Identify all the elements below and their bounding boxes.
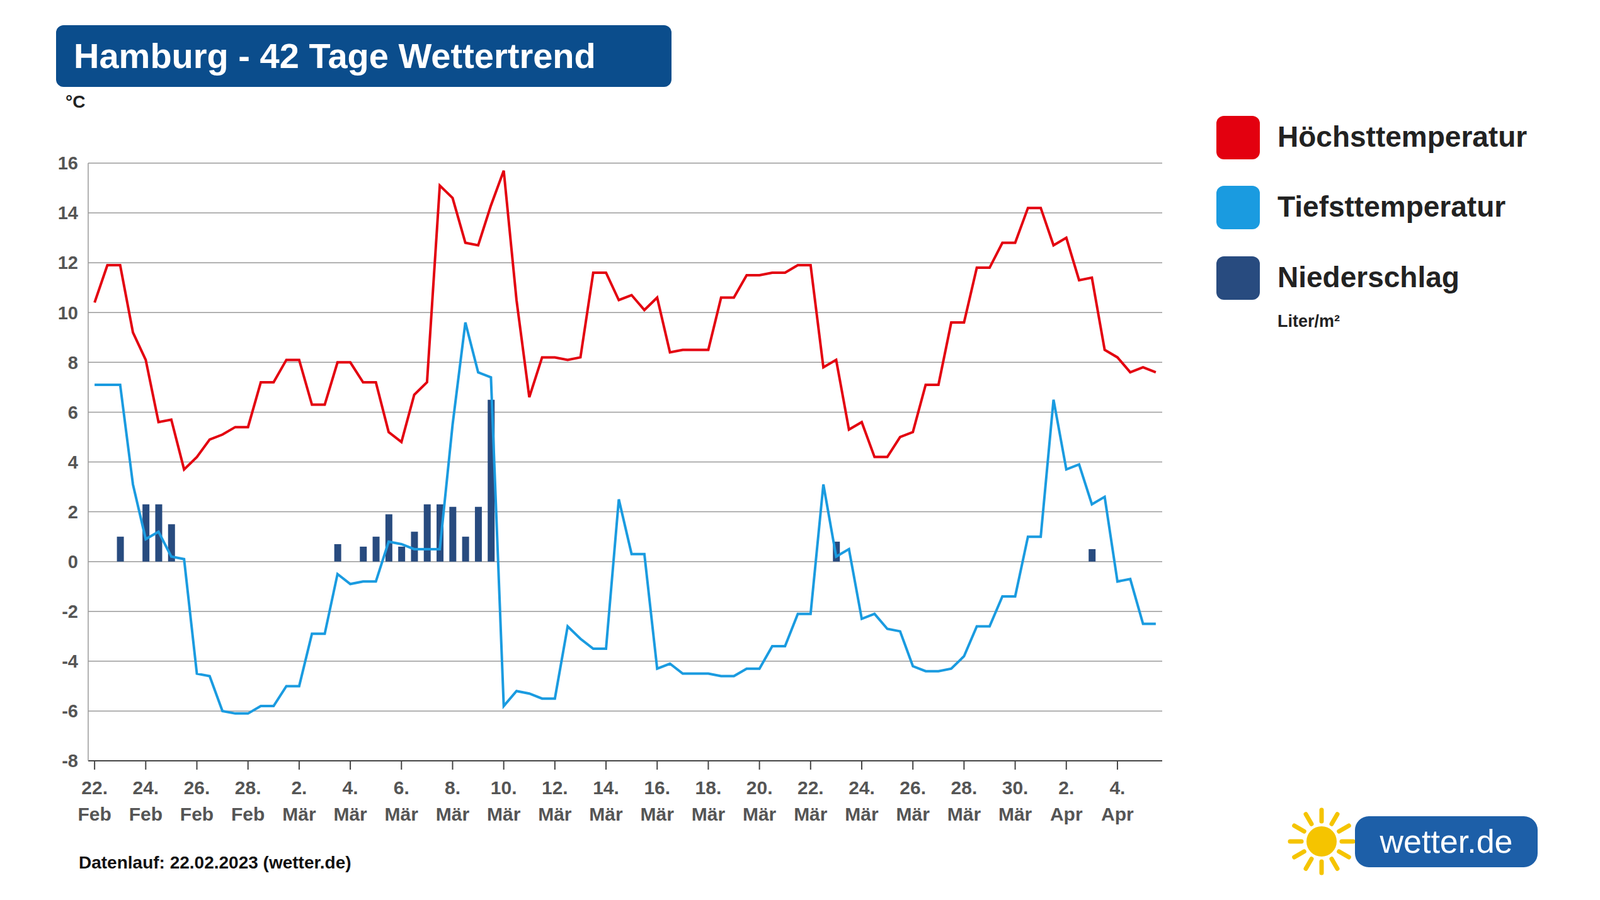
svg-text:-6: -6 (61, 701, 79, 722)
svg-text:Apr: Apr (1101, 803, 1134, 825)
svg-text:26.: 26. (899, 777, 926, 799)
svg-text:-2: -2 (61, 601, 79, 622)
svg-text:14: 14 (57, 202, 79, 223)
svg-text:20.: 20. (746, 777, 773, 799)
svg-text:2.: 2. (291, 777, 307, 799)
svg-text:-4: -4 (61, 651, 79, 672)
html-text:Tiefsttemperatur: Tiefsttemperatur (1277, 190, 1506, 223)
svg-text:4.: 4. (342, 777, 359, 799)
svg-text:8: 8 (68, 352, 79, 373)
html-text:wetter.de: wetter.de (1379, 823, 1513, 860)
svg-text:4.: 4. (1109, 777, 1126, 799)
svg-text:30.: 30. (1002, 777, 1029, 799)
svg-text:6: 6 (68, 402, 79, 423)
svg-text:Mär: Mär (793, 803, 828, 825)
html-text:Datenlauf: 22.02.2023 (wetter.: Datenlauf: 22.02.2023 (wetter.de) (78, 852, 352, 873)
svg-text:Feb: Feb (180, 803, 214, 825)
svg-text:8.: 8. (444, 777, 461, 799)
svg-text:22.: 22. (81, 777, 108, 799)
svg-text:Mär: Mär (998, 803, 1033, 825)
svg-text:Mär: Mär (896, 803, 931, 825)
svg-text:2.: 2. (1058, 777, 1075, 799)
svg-text:12: 12 (57, 252, 79, 273)
svg-text:16: 16 (57, 153, 79, 174)
svg-text:6.: 6. (393, 777, 410, 799)
svg-text:16.: 16. (643, 777, 671, 799)
svg-text:Mär: Mär (435, 803, 470, 825)
html-text:°C: °C (65, 91, 86, 112)
svg-text:28.: 28. (951, 777, 978, 799)
svg-text:Mär: Mär (691, 803, 726, 825)
svg-text:22.: 22. (797, 777, 824, 799)
svg-text:28.: 28. (234, 777, 262, 799)
svg-text:12.: 12. (541, 777, 569, 799)
svg-text:Mär: Mär (282, 803, 317, 825)
svg-text:-8: -8 (61, 750, 79, 772)
svg-text:Mär: Mär (384, 803, 419, 825)
svg-text:14.: 14. (592, 777, 620, 799)
html-text:Niederschlag: Niederschlag (1277, 260, 1460, 294)
svg-text:Mär: Mär (742, 803, 777, 825)
svg-text:Feb: Feb (129, 803, 163, 825)
svg-text:Mär: Mär (588, 803, 623, 825)
svg-text:2: 2 (68, 502, 79, 523)
svg-text:Mär: Mär (947, 803, 982, 825)
svg-text:Mär: Mär (844, 803, 879, 825)
svg-text:24.: 24. (132, 777, 159, 799)
svg-text:18.: 18. (695, 777, 722, 799)
svg-text:Mär: Mär (537, 803, 572, 825)
svg-text:10: 10 (57, 302, 79, 324)
svg-text:4: 4 (68, 452, 79, 473)
svg-text:Feb: Feb (231, 803, 265, 825)
svg-text:Feb: Feb (77, 803, 111, 825)
svg-text:10.: 10. (490, 777, 518, 799)
svg-text:Mär: Mär (486, 803, 521, 825)
svg-text:24.: 24. (848, 777, 875, 799)
svg-text:Mär: Mär (640, 803, 675, 825)
svg-text:0: 0 (68, 551, 79, 572)
svg-text:Mär: Mär (333, 803, 368, 825)
html-text:Höchsttemperatur: Höchsttemperatur (1277, 120, 1528, 154)
html-text:Hamburg - 42 Tage Wettertrend: Hamburg - 42 Tage Wettertrend (73, 35, 596, 76)
svg-text:Apr: Apr (1050, 803, 1083, 825)
html-text:Liter/m²: Liter/m² (1277, 311, 1340, 331)
svg-text:26.: 26. (183, 777, 211, 799)
